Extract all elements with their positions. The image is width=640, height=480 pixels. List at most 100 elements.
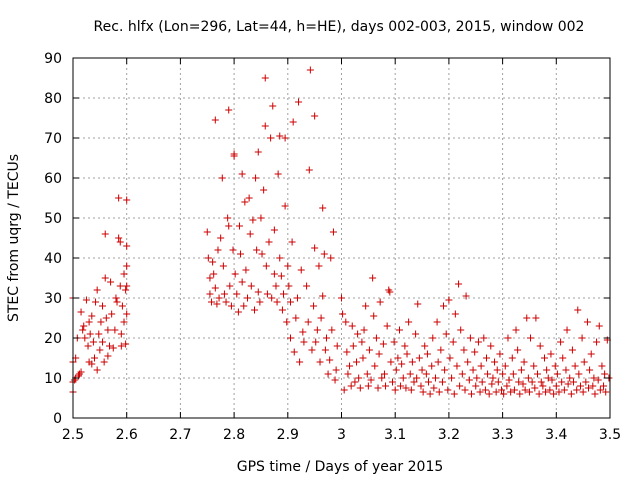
data-point xyxy=(525,388,533,396)
data-point xyxy=(268,294,276,302)
data-point xyxy=(343,348,351,356)
data-point xyxy=(97,318,105,326)
data-point xyxy=(238,170,246,178)
data-point xyxy=(208,298,216,306)
data-point xyxy=(321,346,329,354)
data-point xyxy=(331,376,339,384)
data-point xyxy=(382,382,390,390)
x-tick-label: 2.9 xyxy=(277,427,299,443)
data-point xyxy=(365,346,373,354)
data-point xyxy=(99,338,107,346)
data-point xyxy=(79,326,87,334)
data-point xyxy=(272,282,280,290)
data-point xyxy=(595,322,603,330)
data-point xyxy=(123,282,131,290)
data-point xyxy=(583,318,591,326)
data-point xyxy=(258,250,266,258)
data-point xyxy=(509,370,517,378)
data-point xyxy=(493,366,501,374)
data-point xyxy=(563,326,571,334)
data-point xyxy=(489,374,497,382)
data-point xyxy=(120,270,128,278)
data-point xyxy=(469,366,477,374)
data-point xyxy=(598,362,606,370)
data-point xyxy=(437,346,445,354)
data-point xyxy=(559,354,567,362)
data-point xyxy=(123,262,131,270)
data-point xyxy=(322,334,330,342)
data-point xyxy=(274,170,282,178)
data-point xyxy=(115,194,123,202)
data-point xyxy=(421,342,429,350)
data-point xyxy=(457,326,465,334)
data-point xyxy=(430,384,438,392)
data-point xyxy=(551,362,559,370)
data-point xyxy=(516,390,524,398)
data-points xyxy=(69,66,613,398)
data-point xyxy=(254,148,262,156)
data-point xyxy=(524,374,532,382)
data-point xyxy=(547,350,555,358)
data-point xyxy=(582,378,590,386)
data-point xyxy=(251,306,259,314)
data-point xyxy=(90,354,98,362)
data-point xyxy=(460,346,468,354)
data-point xyxy=(399,374,407,382)
grid xyxy=(73,58,610,418)
data-point xyxy=(472,382,480,390)
data-point xyxy=(203,228,211,236)
data-point xyxy=(553,370,561,378)
data-point xyxy=(265,238,273,246)
data-point xyxy=(303,282,311,290)
data-point xyxy=(527,334,535,342)
data-point xyxy=(406,370,414,378)
data-point xyxy=(410,378,418,386)
data-point xyxy=(473,374,481,382)
data-point xyxy=(378,374,386,382)
data-point xyxy=(344,370,352,378)
data-point xyxy=(348,322,356,330)
data-point xyxy=(575,370,583,378)
data-point xyxy=(238,278,246,286)
data-point xyxy=(247,282,255,290)
data-point xyxy=(218,174,226,182)
data-point xyxy=(225,106,233,114)
data-point xyxy=(286,298,294,306)
data-point xyxy=(414,300,422,308)
data-point xyxy=(308,346,316,354)
data-point xyxy=(262,262,270,270)
data-point xyxy=(86,330,94,338)
data-point xyxy=(564,380,572,388)
data-point xyxy=(326,356,334,364)
data-point xyxy=(477,362,485,370)
data-point xyxy=(252,174,260,182)
data-point xyxy=(111,326,119,334)
data-point xyxy=(217,234,225,242)
data-point xyxy=(542,388,550,396)
data-point xyxy=(342,318,350,326)
data-point xyxy=(530,362,538,370)
data-point xyxy=(446,354,454,362)
data-point xyxy=(359,354,367,362)
data-point xyxy=(267,134,275,142)
data-point xyxy=(481,386,489,394)
data-point xyxy=(229,246,237,254)
data-point xyxy=(579,388,587,396)
data-point xyxy=(257,214,265,222)
data-point xyxy=(206,274,214,282)
data-point xyxy=(270,270,278,278)
data-point xyxy=(276,132,284,140)
data-point xyxy=(88,360,96,368)
data-point xyxy=(112,294,120,302)
data-point xyxy=(461,386,469,394)
data-point xyxy=(402,384,410,392)
data-point xyxy=(445,296,453,304)
data-point xyxy=(329,228,337,236)
data-point xyxy=(310,302,318,310)
y-tick-label: 10 xyxy=(44,371,62,387)
data-point xyxy=(281,134,289,142)
data-point xyxy=(219,262,227,270)
data-point xyxy=(448,374,456,382)
data-point xyxy=(476,388,484,396)
data-point xyxy=(347,382,355,390)
